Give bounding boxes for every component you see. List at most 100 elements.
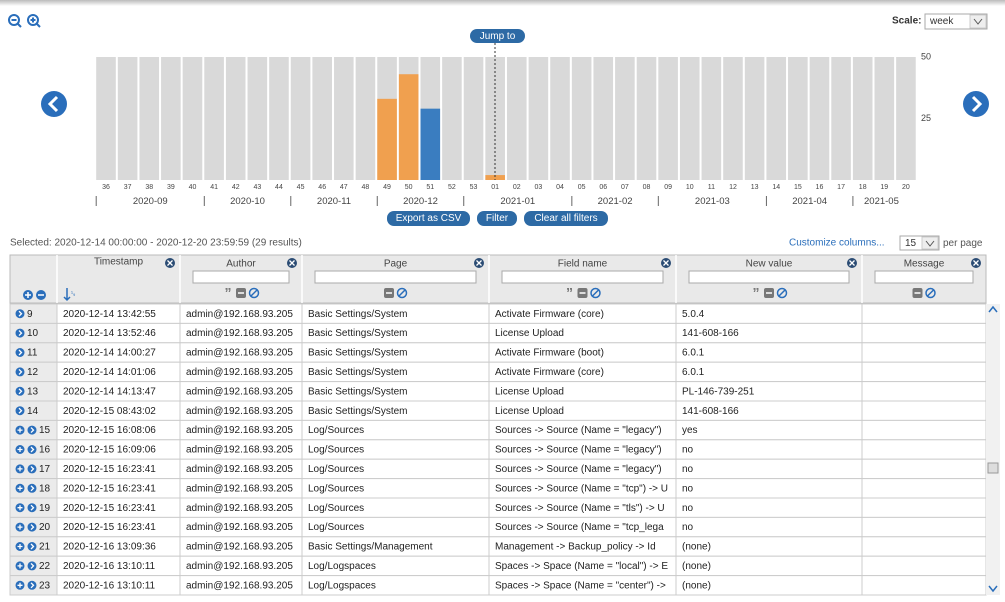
expand-row[interactable] bbox=[27, 445, 37, 454]
clear-label: Clear all filters bbox=[534, 213, 597, 224]
count-bar[interactable] bbox=[420, 108, 441, 180]
row-id: 12 bbox=[27, 367, 39, 378]
zoom-out[interactable] bbox=[8, 14, 22, 28]
week-label: 47 bbox=[340, 184, 348, 191]
cell-text: 2020-12-15 16:08:06 bbox=[63, 425, 156, 436]
expand-row[interactable] bbox=[27, 580, 37, 590]
week-label: 18 bbox=[859, 184, 867, 191]
expand-row[interactable] bbox=[15, 367, 25, 377]
prev-button[interactable] bbox=[41, 91, 67, 117]
expand-row[interactable] bbox=[27, 425, 37, 435]
week-label: 49 bbox=[383, 184, 391, 191]
filter-input[interactable] bbox=[688, 270, 850, 284]
row-id: 16 bbox=[39, 445, 51, 456]
exclude-icon[interactable] bbox=[590, 287, 601, 299]
week-label: 41 bbox=[210, 184, 218, 191]
expand-row[interactable] bbox=[27, 464, 37, 474]
quote-icon[interactable]: ” bbox=[225, 285, 232, 301]
expand-row[interactable] bbox=[15, 406, 25, 416]
week-column bbox=[117, 57, 138, 180]
scroll-down[interactable] bbox=[988, 585, 998, 593]
filter-input[interactable] bbox=[192, 270, 290, 284]
count-bar[interactable] bbox=[398, 74, 419, 180]
cell-text: (none) bbox=[682, 542, 711, 553]
column-header[interactable]: Author bbox=[226, 259, 256, 270]
zoom-in[interactable] bbox=[27, 14, 41, 28]
cell-text: admin@192.168.93.205 bbox=[186, 406, 293, 417]
month-label: 2021-01 bbox=[500, 196, 535, 207]
row-id: 23 bbox=[39, 580, 51, 591]
cell-text: License Upload bbox=[495, 386, 564, 397]
jump-to-button[interactable] bbox=[470, 29, 525, 43]
scroll-thumb[interactable] bbox=[987, 462, 999, 474]
scale-label: Scale: bbox=[892, 16, 921, 27]
scrollbar[interactable] bbox=[986, 304, 1000, 595]
count-bar[interactable] bbox=[485, 175, 505, 180]
cell-text: admin@192.168.93.205 bbox=[186, 483, 293, 494]
filter-input[interactable] bbox=[501, 270, 664, 284]
week-column bbox=[485, 57, 505, 180]
cell-text: Sources -> Source (Name = "tcp_lega bbox=[495, 522, 664, 533]
expand-row[interactable] bbox=[15, 309, 25, 319]
filter-input[interactable] bbox=[314, 270, 477, 284]
count-bar[interactable] bbox=[377, 98, 397, 180]
expand-row[interactable] bbox=[27, 522, 37, 532]
customize-link[interactable]: Customize columns... bbox=[789, 238, 885, 249]
cell-text: Activate Firmware (core) bbox=[495, 309, 604, 320]
filter-input[interactable] bbox=[874, 270, 974, 284]
column-header[interactable]: Timestamp bbox=[94, 257, 144, 268]
column-header[interactable]: New value bbox=[746, 259, 793, 270]
quote-icon[interactable]: ” bbox=[566, 285, 573, 301]
sort-icon[interactable] bbox=[63, 288, 71, 302]
week-label: 10 bbox=[686, 184, 694, 191]
week-column bbox=[658, 57, 678, 180]
export-button[interactable] bbox=[387, 211, 470, 226]
expand-row[interactable] bbox=[27, 542, 37, 551]
week-label: 38 bbox=[145, 184, 153, 191]
week-label: 11 bbox=[708, 184, 715, 191]
week-column bbox=[615, 57, 635, 180]
cell-text: 2020-12-14 14:01:06 bbox=[63, 367, 156, 378]
cell-text: Log/Sources bbox=[308, 522, 364, 533]
cell-text: admin@192.168.93.205 bbox=[186, 542, 293, 553]
month-label: 2021-04 bbox=[792, 196, 827, 207]
exclude-icon[interactable] bbox=[776, 287, 788, 299]
cell-text: 2020-12-16 13:10:11 bbox=[63, 561, 156, 572]
month-label: 2020-09 bbox=[133, 196, 168, 207]
quote-icon[interactable]: ” bbox=[753, 285, 760, 301]
expand-row[interactable] bbox=[27, 503, 37, 513]
week-label: 15 bbox=[794, 184, 802, 191]
week-label: 12 bbox=[729, 184, 737, 191]
expand-row[interactable] bbox=[15, 386, 25, 396]
clear-button[interactable] bbox=[524, 211, 608, 226]
plus bbox=[17, 582, 23, 588]
column-header[interactable]: Page bbox=[384, 259, 408, 270]
cell-text: Basic Settings/System bbox=[308, 309, 407, 320]
week-column bbox=[766, 57, 787, 180]
week-label: 05 bbox=[578, 184, 586, 191]
week-label: 17 bbox=[837, 184, 845, 191]
expand-row[interactable] bbox=[27, 561, 37, 571]
arrow bbox=[18, 330, 23, 337]
select-arrow-icon bbox=[973, 18, 983, 25]
filter-button[interactable] bbox=[477, 211, 517, 226]
expand-row[interactable] bbox=[27, 483, 37, 493]
exclude-icon[interactable] bbox=[396, 287, 408, 299]
column-header[interactable]: Message bbox=[904, 259, 945, 270]
expand-row[interactable] bbox=[15, 328, 25, 338]
next-button[interactable] bbox=[963, 91, 989, 117]
exclude-icon[interactable] bbox=[925, 287, 936, 299]
exclude-icon[interactable] bbox=[248, 287, 260, 299]
column-header[interactable]: Field name bbox=[558, 259, 608, 270]
week-column bbox=[506, 57, 527, 180]
expand-row[interactable] bbox=[15, 348, 25, 357]
cell-text: Basic Settings/System bbox=[308, 367, 407, 378]
scroll-up[interactable] bbox=[988, 305, 998, 313]
plus bbox=[17, 505, 23, 511]
week-label: 08 bbox=[643, 184, 651, 191]
cell-text: 2020-12-14 14:13:47 bbox=[63, 386, 156, 397]
cell-text: 2020-12-15 16:09:06 bbox=[63, 445, 156, 456]
cell-text: 2020-12-15 16:23:41 bbox=[63, 483, 156, 494]
arrow bbox=[18, 349, 23, 356]
